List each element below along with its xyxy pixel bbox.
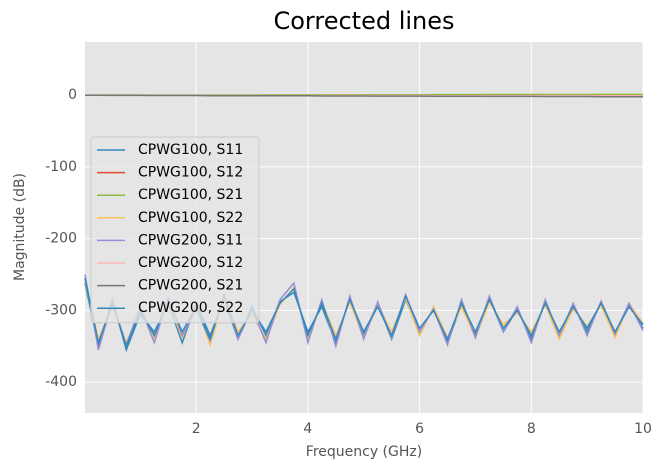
- x-tick-label: 2: [192, 421, 201, 437]
- x-axis-label: Frequency (GHz): [306, 444, 422, 460]
- legend-label: CPWG200, S21: [138, 278, 243, 294]
- x-tick-label: 6: [415, 421, 424, 437]
- series-line: [85, 94, 643, 98]
- legend-box: [90, 136, 260, 324]
- x-tick-label: 10: [634, 421, 652, 437]
- legend-label: CPWG100, S12: [138, 165, 243, 181]
- y-tick-label: -300: [45, 302, 77, 318]
- y-axis-label: Magnitude (dB): [12, 173, 28, 281]
- y-tick-label: -100: [45, 159, 77, 175]
- chart-title: Corrected lines: [273, 7, 454, 35]
- legend-label: CPWG100, S21: [138, 187, 243, 203]
- y-tick-label: -400: [45, 374, 77, 390]
- legend-label: CPWG100, S11: [138, 142, 243, 158]
- legend-label: CPWG200, S11: [138, 232, 243, 248]
- legend-label: CPWG200, S12: [138, 255, 243, 271]
- y-tick-label: -200: [45, 231, 77, 247]
- legend-label: CPWG200, S22: [138, 300, 243, 316]
- x-tick-label: 8: [527, 421, 536, 437]
- y-tick-label: 0: [68, 87, 77, 103]
- x-tick-label: 4: [303, 421, 312, 437]
- legend-label: CPWG100, S22: [138, 210, 243, 226]
